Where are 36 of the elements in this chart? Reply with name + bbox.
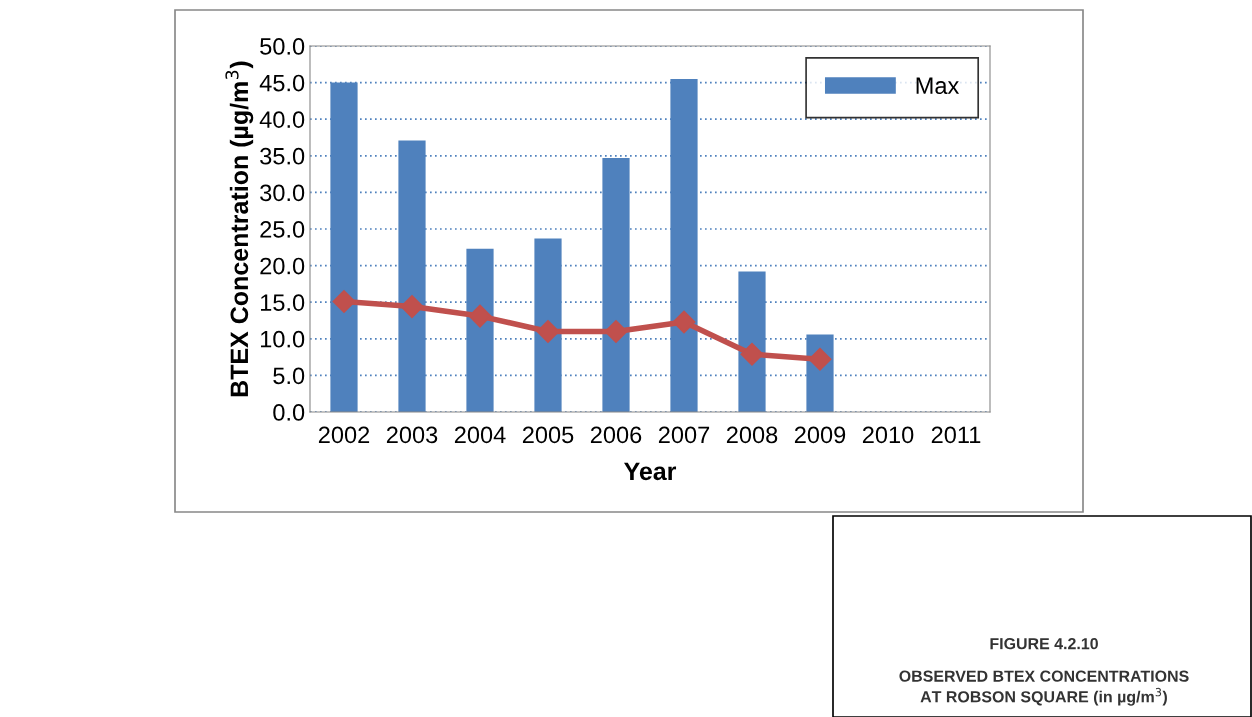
y-tick-label: 15.0 xyxy=(260,294,305,311)
x-tick-label: 2004 xyxy=(454,426,506,444)
x-tick-label: 2010 xyxy=(862,426,914,444)
x-axis-title: Year xyxy=(624,462,677,481)
y-axis-title: BTEX Concentration (µg/m$^{3}$) xyxy=(225,61,254,397)
x-tick-label: 2003 xyxy=(386,426,438,444)
point xyxy=(740,342,764,366)
point xyxy=(332,289,356,313)
y-tick-label: 45.0 xyxy=(259,74,305,92)
point xyxy=(536,319,560,343)
y-tick-label: 0.0 xyxy=(273,404,305,421)
x-tick-label: 2005 xyxy=(522,426,574,444)
legend-label: Max xyxy=(916,77,960,95)
text: OBSERVED BTEX CONCENTRATIONS AT ROBSON SQUARE (in µg/m$^{3}$) xyxy=(899,670,1189,706)
bar xyxy=(534,238,562,412)
caption: FIGURE 4.2.10 xyxy=(990,637,1098,650)
point xyxy=(672,310,696,334)
y-tick-label: 10.0 xyxy=(260,330,305,348)
point xyxy=(808,347,832,371)
x-tick-label: 2008 xyxy=(726,426,778,444)
x-tick-label: 2011 xyxy=(931,426,981,444)
x-tick-label: 2009 xyxy=(794,426,846,444)
bar xyxy=(670,78,698,412)
y-tick-label: 25.0 xyxy=(260,221,305,238)
x-tick-label: 2002 xyxy=(318,426,370,444)
point xyxy=(468,304,492,328)
x-tick-label: 2007 xyxy=(658,426,710,444)
point xyxy=(400,295,424,319)
y-tick-label: 35.0 xyxy=(260,147,305,165)
point xyxy=(604,319,628,343)
y-tick-label: 20.0 xyxy=(260,257,305,275)
y-tick-label: 30.0 xyxy=(260,184,305,202)
y-tick-label: 40.0 xyxy=(259,111,305,128)
y-tick-label: 50.0 xyxy=(260,38,305,55)
x-tick-label: 2006 xyxy=(590,426,642,444)
y-tick-label: 5.0 xyxy=(273,367,305,385)
